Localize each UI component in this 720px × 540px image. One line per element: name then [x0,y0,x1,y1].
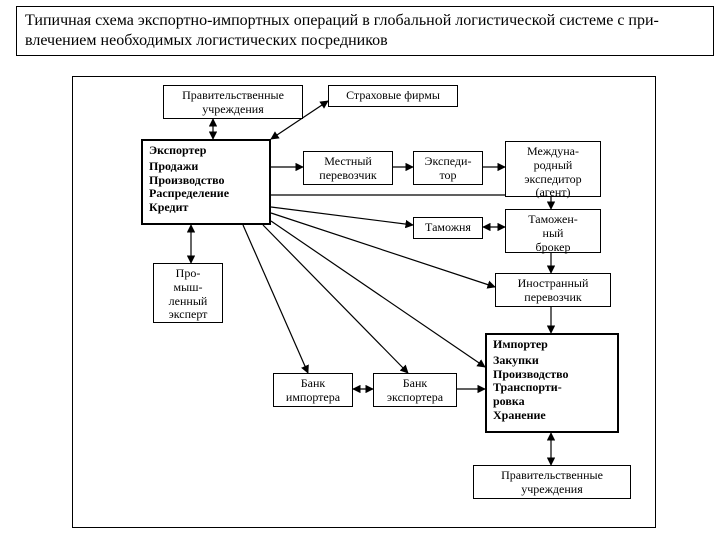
node-local_carrier: Местныйперевозчик [303,151,393,185]
node-importer: ИмпортерЗакупкиПроизводствоТранспорти-ро… [485,333,619,433]
page-title: Типичная схема экспортно-импортных опера… [16,6,714,56]
node-broker: Таможен-ныйброкер [505,209,601,253]
node-forwarder: Экспеди-тор [413,151,483,185]
node-gov_bottom: Правительственныеучреждения [473,465,631,499]
edge-exporter-bank_imp [243,225,308,373]
edge-exporter-bank_exp [263,225,408,373]
node-insurance: Страховые фирмы [328,85,458,107]
node-customs: Таможня [413,217,483,239]
node-bank_imp: Банкимпортера [273,373,353,407]
node-exporter: ЭкспортерПродажиПроизводствоРаспределени… [141,139,271,225]
flowchart-diagram: Правительственныеучреждения Страховые фир… [72,76,656,528]
node-gov_top: Правительственныеучреждения [163,85,303,119]
node-ind_expert: Про-мыш-ленныйэксперт [153,263,223,323]
title-text: Типичная схема экспортно-импортных опера… [25,12,659,49]
node-foreign_carrier: Иностранныйперевозчик [495,273,611,307]
node-intl_fwd: Междуна-родныйэкспедитор(агент) [505,141,601,197]
edge-exporter-importer [271,221,485,367]
edge-exporter-customs [271,207,413,225]
node-bank_exp: Банкэкспортера [373,373,457,407]
